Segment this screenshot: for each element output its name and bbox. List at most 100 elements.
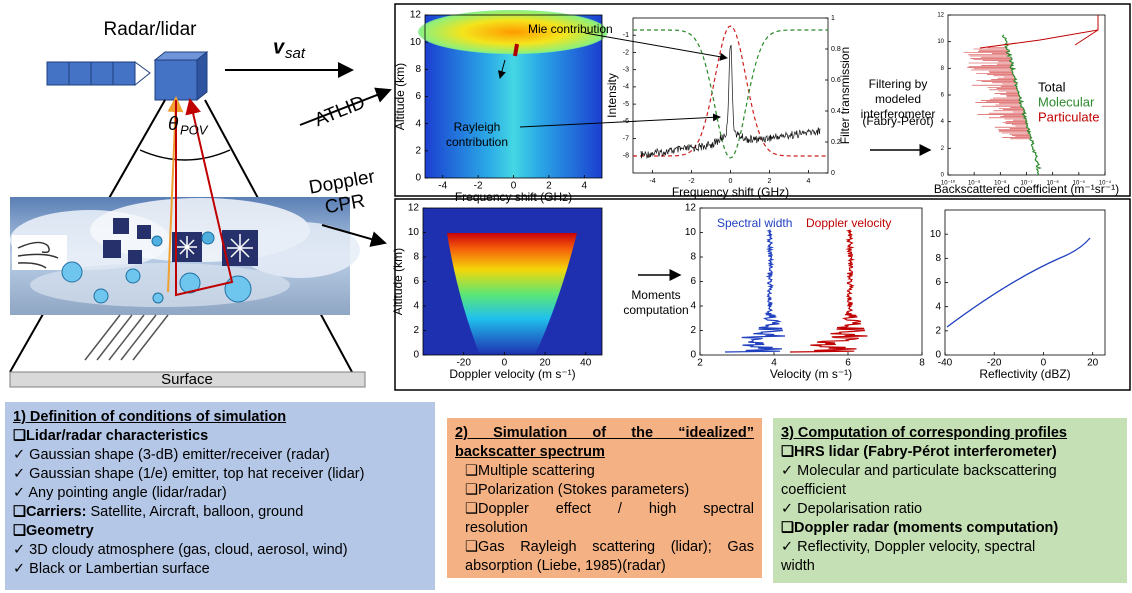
x-tick-label: 10⁻⁷ [1020,180,1032,187]
text-line: 3) Computation of corresponding profiles [781,424,1119,443]
text-line: ❑Lidar/radar characteristics [13,427,427,446]
text-span: ❑Lidar/radar characteristics [13,428,209,444]
y-tick-label: 2 [413,325,419,336]
annotation: Rayleigh [454,120,501,134]
total-curve [979,15,1099,49]
moments-text: computation [623,303,688,317]
y-tick-label: 10 [408,227,420,238]
y2-tick-label: 0.6 [831,77,841,84]
text-line: ✓ Gaussian shape (1/e) emitter, top hat … [13,465,427,484]
y-tick-label: -6 [623,118,629,125]
text-line: ✓ Black or Lambertian surface [13,560,427,579]
y-tick-label: 2 [690,325,696,336]
heatmap [447,233,577,355]
y-tick-label: 4 [935,301,941,312]
y2-tick-label: 1 [831,15,835,22]
text-span: ❑HRS lidar (Fabry-Pérot interferometer) [781,444,1057,460]
axes-frame [632,17,829,174]
legend-entry: Molecular [1038,94,1095,109]
annotation: contribution [446,135,508,149]
text-span: ❑Polarization (Stokes parameters) [465,482,690,498]
x-tick-label: -2 [688,178,694,185]
radar-panel [394,198,1131,391]
filtering-text: modeled [875,92,921,106]
y-tick-label: 2 [935,325,941,336]
x-tick-label: 2 [697,358,703,369]
y-tick-label: 0 [415,173,421,184]
y-tick-label: 12 [410,10,422,21]
y-tick-label: 0 [941,173,945,179]
filtering-text: interferometer [861,107,936,121]
x-tick-label: 10⁻⁸ [994,180,1007,187]
y-tick-label: 10 [930,229,942,240]
legend-entry: Doppler velocity [806,216,891,230]
heatmap [418,10,608,54]
radar-arrow [321,224,387,247]
text-line: ❑Doppler effect / high spectral [455,500,754,519]
y-tick-label: 10 [685,227,697,238]
molecular-curve [1001,34,1042,176]
text-line: ❑Geometry [13,522,427,541]
x-tick-label: -20 [456,358,471,369]
x-axis-label: Velocity (m s⁻¹) [770,367,852,381]
y-tick-label: 10 [937,39,944,45]
text-span: ✓ Depolarisation ratio [781,501,923,517]
x-tick-label: 10⁻⁹ [968,180,981,187]
angle-label: θ [168,114,179,135]
y-tick-label: 10 [410,37,422,48]
text-line: ✓ Any pointing angle (lidar/radar) [13,484,427,503]
x-tick-label: 2 [768,178,772,185]
annotation: Mie contribution [528,22,613,36]
text-line: absorption (Liebe, 1985)(radar) [455,557,754,576]
text-line: coefficient [781,481,1119,500]
text-line: 2) Simulation of the “idealized” [455,424,754,443]
text-span: ✓ Any pointing angle (lidar/radar) [13,485,227,501]
y-tick-label: 6 [935,277,941,288]
y-axis-label: Altitude (km) [391,248,405,315]
filtering-text: (Fabry-Pérot) [862,114,933,128]
y-tick-label: 6 [690,276,696,287]
y-tick-label: 12 [937,13,944,19]
y2-axis-label: Filter transmission [838,47,852,144]
y2-tick-label: 0 [831,170,835,177]
x-tick-label: 40 [580,358,592,369]
text-span: backscatter spectrum [455,444,605,460]
device-label: Radar/lidar [104,19,198,40]
y-tick-label: 8 [415,64,421,75]
particulate-curve [963,47,1032,140]
text-line: ❑HRS lidar (Fabry-Pérot interferometer) [781,443,1119,462]
text-line: 1) Definition of conditions of simulatio… [13,408,427,427]
text-span: width [781,558,815,574]
axes-frame [944,209,1106,356]
y-tick-label: 8 [413,252,419,263]
x-tick-label: 20 [1087,358,1099,369]
text-span: ❑Doppler radar (moments computation) [781,520,1059,536]
text-line: ❑Multiple scattering [455,462,754,481]
text-span: ❑Carriers: [13,504,87,520]
y2-tick-label: 0.4 [831,108,841,115]
y-tick-label: 4 [415,118,421,129]
text-span: coefficient [781,482,847,498]
moments-text: Moments [631,288,680,302]
lidar-panel [394,3,1131,197]
x-axis-label: Reflectivity (dBZ) [979,367,1070,381]
y-tick-label: 4 [413,301,419,312]
lidar-arrow [299,87,392,126]
x-tick-label: -40 [938,358,953,369]
text-line: backscatter spectrum [455,443,754,462]
lidar-arrow-label: ATLID [312,92,368,131]
text-span: ❑Multiple scattering [465,463,595,479]
x-tick-label: 10⁻⁵ [1073,180,1086,187]
y-tick-label: 8 [941,66,945,72]
legend-entry: Spectral width [717,216,792,230]
y-tick-label: -8 [623,153,629,160]
y-tick-label: 0 [935,350,941,361]
x-tick-label: 10⁻⁴ [1099,180,1112,187]
x-tick-label: 4 [582,181,588,192]
x-tick-label: -20 [987,358,1002,369]
y-tick-label: 4 [941,119,945,125]
text-span: ✓ Black or Lambertian surface [13,561,210,577]
pointer [584,32,728,61]
surface-label: Surface [161,371,213,388]
